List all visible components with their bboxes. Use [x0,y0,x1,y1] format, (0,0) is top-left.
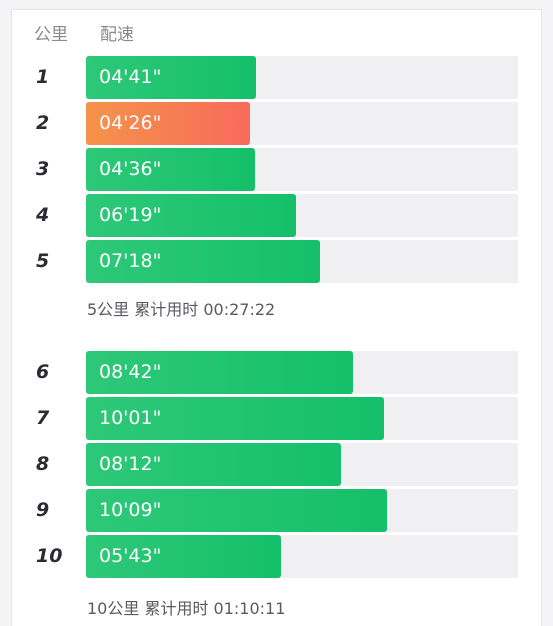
split-bar: 04'41" [86,56,256,99]
split-row-10: 10 05'43" [12,535,541,578]
split-track: 04'26" [86,102,518,145]
cumulative-time-5km: 5公里 累计用时 00:27:22 [87,300,276,319]
split-row-9: 9 10'09" [12,489,541,532]
split-pace: 04'36" [99,158,162,180]
split-bar: 04'36" [86,148,255,191]
pace-splits-card: 公里 配速 1 04'41" 2 04'26" 3 04'36" 4 0 [11,9,542,626]
split-km: 4 [36,204,50,226]
split-pace: 05'43" [99,545,162,567]
split-track: 06'19" [86,194,518,237]
split-pace: 10'09" [99,499,162,521]
split-track: 08'42" [86,351,518,394]
split-km: 1 [36,66,50,88]
split-row-1: 1 04'41" [12,56,541,99]
split-track: 04'41" [86,56,518,99]
split-pace: 07'18" [99,250,162,272]
split-row-8: 8 08'12" [12,443,541,486]
split-row-3: 3 04'36" [12,148,541,191]
split-pace: 06'19" [99,204,162,226]
split-track: 04'36" [86,148,518,191]
split-track: 08'12" [86,443,518,486]
split-km: 3 [36,158,50,180]
split-row-2: 2 04'26" [12,102,541,145]
split-pace: 08'12" [99,453,162,475]
split-bar: 08'42" [86,351,353,394]
split-km: 2 [36,112,50,134]
split-km: 8 [36,453,50,475]
cumulative-time-10km: 10公里 累计用时 01:10:11 [87,599,286,618]
split-bar: 07'18" [86,240,320,283]
split-km: 7 [36,407,50,429]
split-pace: 08'42" [99,361,162,383]
split-bar: 06'19" [86,194,296,237]
split-km: 5 [36,250,50,272]
split-row-7: 7 10'01" [12,397,541,440]
split-bar: 08'12" [86,443,341,486]
split-bar: 10'09" [86,489,387,532]
split-row-4: 4 06'19" [12,194,541,237]
split-bar-fastest: 04'26" [86,102,250,145]
pace-column-header: 配速 [100,25,134,45]
split-pace: 10'01" [99,407,162,429]
split-pace: 04'26" [99,112,162,134]
split-km: 10 [36,545,63,567]
split-bar: 05'43" [86,535,281,578]
split-pace: 04'41" [99,66,162,88]
km-column-header: 公里 [34,25,68,45]
split-row-5: 5 07'18" [12,240,541,283]
split-track: 05'43" [86,535,518,578]
split-km: 6 [36,361,50,383]
split-track: 10'09" [86,489,518,532]
split-track: 10'01" [86,397,518,440]
split-km: 9 [36,499,50,521]
split-bar: 10'01" [86,397,384,440]
split-track: 07'18" [86,240,518,283]
split-row-6: 6 08'42" [12,351,541,394]
table-header: 公里 配速 [12,20,541,48]
